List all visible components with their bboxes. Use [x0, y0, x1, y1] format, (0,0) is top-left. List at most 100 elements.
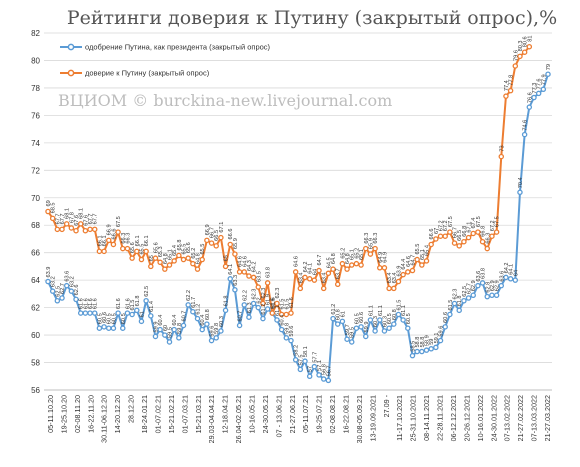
data-label: 74.6 — [523, 120, 529, 131]
data-point — [348, 339, 355, 345]
data-point — [475, 229, 481, 235]
data-point — [288, 310, 294, 316]
data-label: 63.9 — [396, 266, 402, 277]
data-label: 64.2 — [252, 262, 258, 273]
data-label: 63.6 — [65, 271, 71, 282]
data-point — [363, 245, 369, 252]
data-label: 66.8 — [481, 226, 487, 237]
y-tick-label: 58 — [31, 359, 40, 368]
data-point — [521, 131, 528, 138]
data-label: 62.7 — [467, 283, 473, 294]
data-label: 62.7 — [60, 283, 66, 294]
data-point — [236, 322, 243, 329]
data-label: 57.5 — [298, 355, 304, 366]
y-tick-label: 82 — [31, 29, 40, 38]
data-label: 59.5 — [167, 327, 173, 338]
data-point — [124, 245, 131, 252]
data-point — [507, 87, 514, 94]
data-point — [489, 233, 495, 239]
data-point — [470, 292, 476, 299]
data-point — [269, 310, 276, 316]
data-point — [325, 270, 332, 277]
data-label: 60.8 — [392, 309, 398, 320]
data-label: 77.3 — [532, 83, 538, 94]
y-tick-label: 72 — [31, 166, 40, 175]
data-point — [456, 307, 462, 314]
x-tick-label: 18-24.01.21 — [140, 395, 149, 433]
data-label: 62.9 — [490, 280, 496, 291]
data-point — [283, 335, 290, 341]
legend: одобрение Путина, как президента (закрыт… — [60, 43, 271, 78]
data-label: 64 — [312, 269, 318, 275]
data-label: 62.8 — [485, 282, 491, 293]
data-point — [148, 263, 154, 270]
data-point — [96, 248, 103, 255]
data-label: 63.5 — [256, 271, 262, 282]
data-point — [204, 321, 210, 327]
data-point — [428, 241, 434, 248]
data-point — [213, 335, 219, 341]
data-label: 58.2 — [294, 345, 300, 356]
data-label: 66.9 — [107, 224, 113, 235]
data-point — [194, 315, 201, 322]
data-label: 60.6 — [102, 312, 108, 323]
data-point — [166, 262, 173, 268]
data-point — [171, 258, 177, 264]
data-point — [288, 337, 294, 344]
data-point — [176, 335, 182, 341]
data-label: 66.6 — [228, 229, 234, 240]
data-label: 58.8 — [420, 337, 426, 348]
x-tick-label: 15-21.02.21 — [167, 395, 176, 433]
x-tick-label: 19-25.10.20 — [59, 395, 68, 433]
data-label: 59.9 — [364, 322, 370, 333]
data-label: 64.8 — [196, 253, 202, 264]
data-point — [246, 314, 252, 320]
data-label: 59.8 — [214, 323, 220, 334]
data-label: 67.1 — [467, 222, 473, 233]
data-label: 66.1 — [144, 235, 150, 246]
data-point — [180, 322, 187, 329]
y-tick-label: 62 — [31, 304, 40, 313]
data-label: 68.1 — [65, 208, 71, 219]
x-tick-label: 20-26.12.2021 — [462, 395, 471, 441]
data-point — [110, 325, 117, 331]
data-point — [250, 274, 257, 281]
data-point — [348, 262, 355, 268]
data-point — [260, 300, 266, 307]
x-tick-label: 01-07.03.21 — [180, 395, 189, 433]
data-label: 66.1 — [97, 235, 103, 246]
data-label: 61.4 — [149, 301, 155, 312]
series-layer — [45, 43, 551, 384]
data-point — [545, 71, 551, 77]
data-label: 57.1 — [317, 360, 323, 371]
data-point — [381, 265, 388, 271]
data-point — [465, 234, 472, 241]
data-label: 68.5 — [51, 202, 57, 213]
data-point — [334, 321, 341, 327]
data-label: 65.6 — [153, 242, 159, 253]
data-label: 60.3 — [382, 316, 388, 327]
data-label: 60.5 — [97, 313, 103, 324]
data-point — [110, 241, 117, 248]
data-label: 63.4 — [322, 273, 328, 284]
data-label: 67.7 — [93, 213, 99, 224]
data-point — [479, 238, 486, 245]
data-point — [419, 262, 425, 268]
data-point — [143, 248, 149, 255]
data-label: 65.1 — [167, 249, 173, 260]
data-point — [45, 278, 51, 285]
data-label: 61.6 — [116, 298, 122, 309]
data-point — [129, 255, 135, 261]
data-point — [73, 296, 79, 303]
data-label: 60 — [163, 325, 169, 331]
data-point — [400, 317, 406, 323]
data-point — [59, 226, 65, 233]
data-label: 66.6 — [111, 229, 117, 240]
data-point — [297, 285, 304, 292]
data-label: 66.3 — [125, 233, 131, 244]
data-point — [171, 326, 177, 333]
data-point — [218, 234, 224, 241]
chart-title: Рейтинги доверия к Путину (закрытый опро… — [67, 7, 557, 29]
data-label: 65.1 — [359, 249, 365, 260]
data-point — [185, 255, 191, 261]
